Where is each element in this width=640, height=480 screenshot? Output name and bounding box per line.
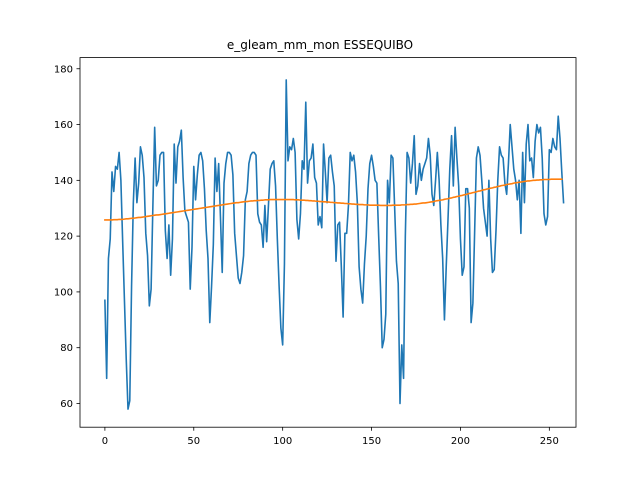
x-tick-label: 250 <box>540 436 559 447</box>
x-tick-label: 150 <box>362 436 381 447</box>
y-tick-label: 180 <box>54 64 73 75</box>
x-axis: 0 50 100 150 200 250 <box>102 427 559 447</box>
y-tick-label: 120 <box>54 232 73 243</box>
y-tick-label: 140 <box>54 176 73 187</box>
y-tick-label: 160 <box>54 120 73 131</box>
x-tick-label: 0 <box>102 436 108 447</box>
y-axis: 60 80 100 120 140 160 180 <box>54 64 80 410</box>
y-tick-label: 80 <box>60 343 73 354</box>
x-tick-label: 50 <box>187 436 200 447</box>
y-tick-label: 60 <box>60 399 73 410</box>
series-line-1 <box>104 79 565 410</box>
chart-title: e_gleam_mm_mon ESSEQUIBO <box>227 38 413 52</box>
series-layer <box>104 79 565 410</box>
series-line-2 <box>104 178 563 221</box>
plot-area-frame <box>79 57 577 428</box>
x-tick-label: 200 <box>451 436 470 447</box>
y-tick-label: 100 <box>54 287 73 298</box>
x-tick-label: 100 <box>273 436 292 447</box>
